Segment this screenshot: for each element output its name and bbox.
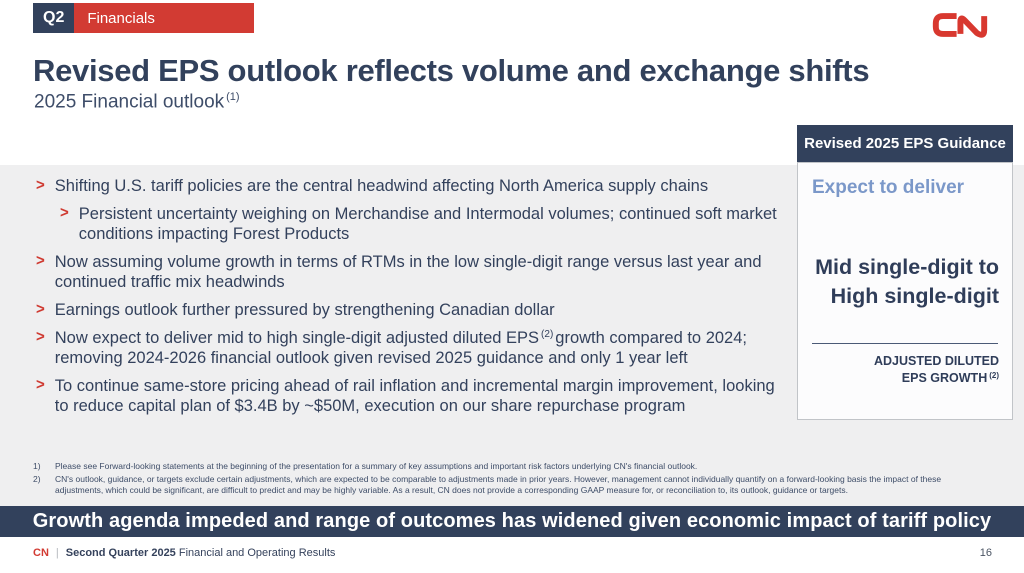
guidance-box: Expect to deliver Mid single-digit to Hi… [797,162,1013,420]
chevron-icon: > [36,176,45,195]
footer-title-bold: Second Quarter 2025 [65,547,176,559]
bullet-item: > Now assuming volume growth in terms of… [36,252,788,292]
bullet-item: > To continue same-store pricing ahead o… [36,376,788,416]
chevron-icon: > [36,328,45,346]
guidance-box-header: Revised 2025 EPS Guidance [797,125,1013,162]
footer-cn-logo: CN [33,547,49,559]
subtitle-footnote-ref: (1) [226,91,240,103]
footnote-text: Please see Forward-looking statements at… [55,461,698,471]
footer-title-rest: Financial and Operating Results [175,547,336,559]
takeaway-banner: Growth agenda impeded and range of outco… [0,506,1024,537]
cn-logo-icon [932,13,988,38]
bullet-item: > Now expect to deliver mid to high sing… [36,328,788,368]
slide-eyebrow-banner: Q2 Financials [33,3,255,33]
footnote-text: CN's outlook, guidance, or targets exclu… [55,474,942,495]
guidance-divider [812,343,998,344]
guidance-range-line2: High single-digit [830,284,999,308]
sub-bullet-item: > Persistent uncertainty weighing on Mer… [60,204,788,244]
section-label: Financials [74,3,255,33]
bullet-item: > Shifting U.S. tariff policies are the … [36,176,788,196]
page-number: 16 [979,547,992,559]
footnotes: 1) Please see Forward-looking statements… [33,461,991,498]
guidance-range: Mid single-digit to High single-digit [815,253,999,311]
guidance-lead: Expect to deliver [812,177,965,198]
page-subtitle: 2025 Financial outlook (1) [34,91,240,113]
footnote-number: 1) [33,461,41,471]
bullet-text: Now expect to deliver mid to high single… [55,328,788,368]
bullet-text-post: growth compared to 2024; removing 2024-2… [54,329,747,367]
footnote-ref: (2) [541,329,554,340]
bullet-text: Shifting U.S. tariff policies are the ce… [54,177,709,195]
chevron-icon: > [36,300,45,319]
bullet-item: > Earnings outlook further pressured by … [36,300,788,320]
footnote-number: 2) [33,474,41,484]
page-title: Revised EPS outlook reflects volume and … [33,53,870,88]
footnote-item: 2) CN's outlook, guidance, or targets ex… [33,474,991,496]
bullet-text: Now assuming volume growth in terms of R… [54,253,762,291]
chevron-icon: > [36,252,45,270]
footer-separator: | [55,547,59,559]
guidance-metric-label: ADJUSTED DILUTED EPS GROWTH (2) [874,353,999,387]
bullet-list: > Shifting U.S. tariff policies are the … [36,176,788,424]
guidance-range-line1: Mid single-digit to [815,255,999,279]
metric-footnote-ref: (2) [989,371,999,380]
quarter-badge: Q2 [33,3,75,33]
bullet-text: Persistent uncertainty weighing on Merch… [78,205,777,243]
guidance-metric-line1: ADJUSTED DILUTED [873,354,999,368]
chevron-icon: > [60,204,69,222]
footer-attribution: CN | Second Quarter 2025 Financial and Ope… [33,547,335,559]
chevron-icon: > [36,376,45,394]
bullet-text: To continue same-store pricing ahead of … [54,377,775,415]
bullet-text-pre: Now expect to deliver mid to high single… [54,329,540,347]
guidance-metric-text: EPS GROWTH [901,371,988,385]
footnote-item: 1) Please see Forward-looking statements… [33,461,991,472]
bullet-text: Earnings outlook further pressured by st… [54,301,555,319]
page-subtitle-text: 2025 Financial outlook [34,91,225,113]
guidance-metric-line2: EPS GROWTH (2) [874,370,999,387]
